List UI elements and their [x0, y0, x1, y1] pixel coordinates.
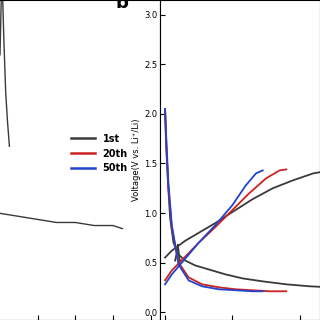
Legend: 1st, 20th, 50th: 1st, 20th, 50th [67, 130, 132, 177]
Text: b: b [115, 0, 128, 12]
Y-axis label: Voltage(V vs. Li⁺/Li): Voltage(V vs. Li⁺/Li) [132, 119, 141, 201]
